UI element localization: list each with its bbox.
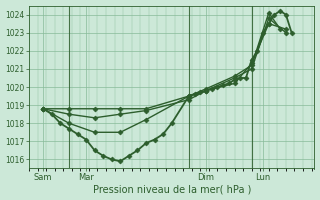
X-axis label: Pression niveau de la mer( hPa ): Pression niveau de la mer( hPa ) bbox=[92, 184, 251, 194]
